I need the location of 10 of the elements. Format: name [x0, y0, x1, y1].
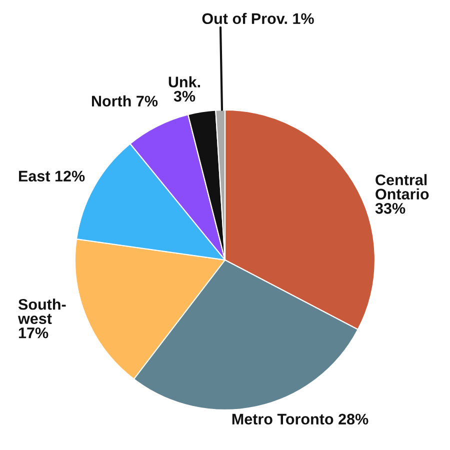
slice-label: Central Ontario: [376, 174, 429, 200]
data-label: 17%: [18, 328, 48, 338]
data-label: 3%: [174, 90, 196, 102]
data-label: 33%: [375, 202, 406, 214]
slice-label: North 7%: [92, 95, 158, 107]
slice-label: Out of Prov. 1%: [202, 12, 314, 24]
slice-label: Unk.: [168, 76, 200, 88]
slice-label: Metro Toronto 28%: [232, 414, 368, 425]
slice-label: South- west: [18, 298, 66, 324]
slice-label: East 12%: [19, 170, 85, 182]
